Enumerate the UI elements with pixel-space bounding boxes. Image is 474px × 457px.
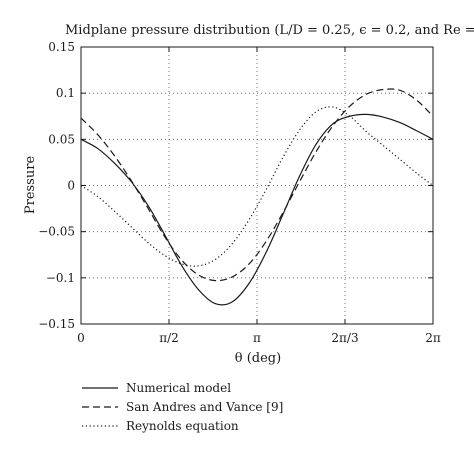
legend: Numerical model San Andres and Vance [9] R… [82, 381, 283, 433]
series-line-1 [80, 88, 434, 282]
series-lines [80, 88, 434, 306]
y-tick-label: 0.15 [48, 40, 75, 54]
grid [81, 47, 433, 324]
x-tick-label: π [253, 331, 261, 345]
series-line-2 [80, 106, 434, 267]
y-tick-label: −0.1 [46, 271, 75, 285]
legend-label: Numerical model [126, 381, 231, 395]
x-tick-label: 2π [425, 331, 441, 345]
y-tick-label: 0.1 [56, 86, 75, 100]
y-tick-label: 0.05 [48, 132, 75, 146]
y-tick-label: −0.05 [38, 225, 75, 239]
series-line-0 [80, 113, 434, 306]
x-tick-label: 0 [77, 331, 85, 345]
chart-title: Midplane pressure distribution (L/D = 0.… [65, 23, 474, 38]
axis-ticks: 0 π/2 π 2π/3 2π −0.15 −0.1 −0.05 0 0.05 0.1 0.15 [38, 40, 441, 345]
x-axis-label: θ (deg) [235, 351, 281, 366]
x-tick-label: π/2 [159, 331, 179, 345]
x-tick-label: 2π/3 [331, 331, 358, 345]
y-axis-label: Pressure [23, 156, 38, 215]
legend-label: Reynolds equation [126, 419, 239, 433]
legend-label: San Andres and Vance [9] [126, 400, 283, 414]
y-tick-label: −0.15 [38, 317, 75, 331]
y-tick-label: 0 [67, 179, 75, 193]
